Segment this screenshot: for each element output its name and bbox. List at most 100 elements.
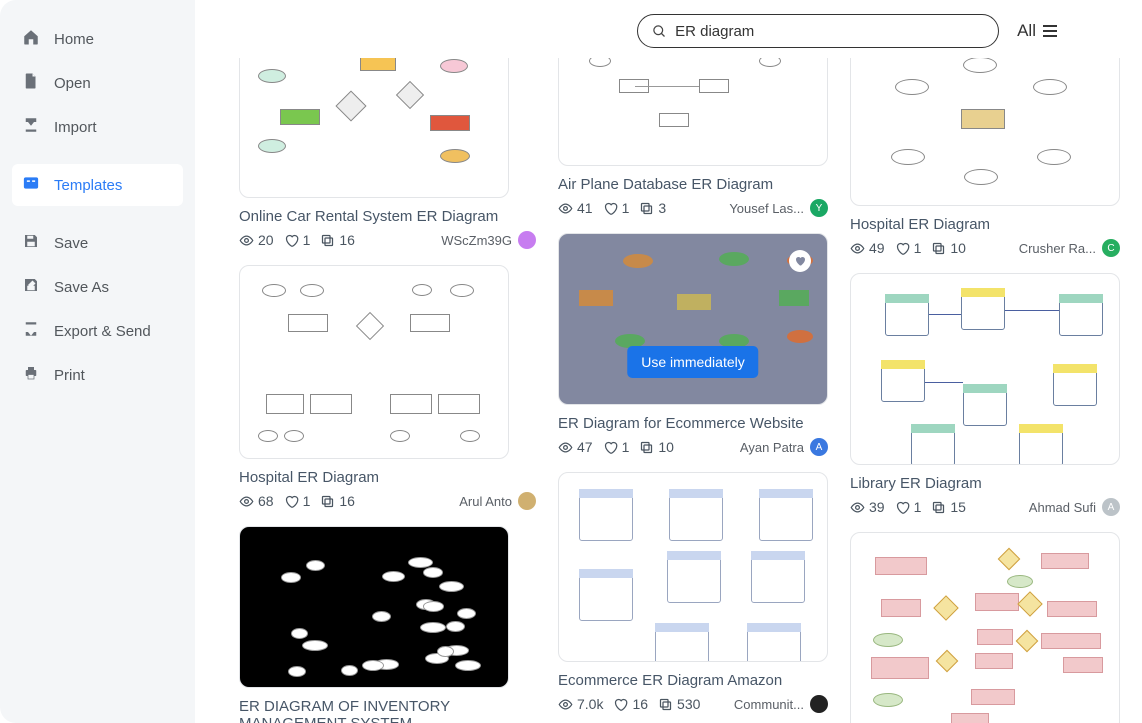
template-card: Air Plane Database ER Diagram 41 1 3 You… bbox=[558, 58, 828, 217]
file-icon bbox=[22, 72, 40, 94]
author: Ayan PatraA bbox=[740, 438, 828, 456]
avatar: C bbox=[1102, 239, 1120, 257]
likes-stat: 1 bbox=[603, 439, 630, 455]
views-icon bbox=[558, 201, 573, 216]
template-thumbnail[interactable]: Use immediately bbox=[558, 233, 828, 405]
avatar bbox=[810, 695, 828, 713]
copies-icon bbox=[320, 233, 335, 248]
sidebar-item-templates[interactable]: Templates bbox=[12, 164, 183, 206]
views-stat: 20 bbox=[239, 232, 274, 248]
views-icon bbox=[558, 697, 573, 712]
card-meta: 41 1 3 Yousef Las...Y bbox=[558, 199, 828, 217]
sidebar-item-label: Import bbox=[54, 119, 97, 136]
template-card: Ecommerce ER Diagram Amazon 7.0k 16 530 … bbox=[558, 472, 828, 713]
card-meta: 47 1 10 Ayan PatraA bbox=[558, 438, 828, 456]
sidebar-item-save-as[interactable]: Save As bbox=[12, 266, 183, 308]
sidebar-item-label: Save As bbox=[54, 279, 109, 296]
template-grid: Online Car Rental System ER Diagram 20 1… bbox=[239, 58, 1120, 723]
likes-icon bbox=[603, 440, 618, 455]
favorite-icon[interactable] bbox=[789, 250, 811, 272]
template-thumbnail[interactable] bbox=[558, 472, 828, 662]
views-icon bbox=[558, 440, 573, 455]
sidebar-item-label: Home bbox=[54, 31, 94, 48]
sidebar-item-export[interactable]: Export & Send bbox=[12, 310, 183, 352]
copies-icon bbox=[639, 201, 654, 216]
card-title: Hospital ER Diagram bbox=[850, 216, 1120, 233]
menu-icon bbox=[1042, 24, 1058, 38]
views-icon bbox=[850, 500, 865, 515]
views-icon bbox=[850, 241, 865, 256]
author: WScZm39G bbox=[441, 231, 536, 249]
sidebar-item-label: Save bbox=[54, 235, 88, 252]
export-icon bbox=[22, 320, 40, 342]
template-thumbnail[interactable] bbox=[850, 58, 1120, 206]
template-card: Online Car Rental System ER Diagram 20 1… bbox=[239, 58, 536, 249]
use-immediately-button[interactable]: Use immediately bbox=[627, 346, 758, 378]
copies-icon bbox=[931, 500, 946, 515]
author: Communit... bbox=[734, 695, 828, 713]
author: Crusher Ra...C bbox=[1019, 239, 1120, 257]
copies-stat: 3 bbox=[639, 200, 666, 216]
avatar: Y bbox=[810, 199, 828, 217]
topbar: All bbox=[195, 0, 1142, 58]
template-card: ER DIAGRAM OF INVENTORY MANAGEMENT SYSTE… bbox=[239, 526, 536, 723]
views-stat: 39 bbox=[850, 499, 885, 515]
views-stat: 7.0k bbox=[558, 696, 603, 712]
sidebar-item-home[interactable]: Home bbox=[12, 18, 183, 60]
template-thumbnail[interactable] bbox=[239, 265, 509, 459]
template-card: Hospital ER Diagram 49 1 10 Crusher Ra..… bbox=[850, 58, 1120, 257]
sidebar-item-label: Templates bbox=[54, 177, 122, 194]
sidebar-item-open[interactable]: Open bbox=[12, 62, 183, 104]
template-card: Library ER Diagram 39 1 15 Ahmad SufiA bbox=[850, 273, 1120, 516]
likes-icon bbox=[895, 500, 910, 515]
card-meta: 49 1 10 Crusher Ra...C bbox=[850, 239, 1120, 257]
avatar: A bbox=[810, 438, 828, 456]
copies-stat: 10 bbox=[931, 240, 966, 256]
views-icon bbox=[239, 233, 254, 248]
template-thumbnail[interactable] bbox=[239, 526, 509, 688]
sidebar-item-label: Open bbox=[54, 75, 91, 92]
download-icon bbox=[22, 116, 40, 138]
likes-stat: 1 bbox=[603, 200, 630, 216]
search-box[interactable] bbox=[637, 14, 999, 48]
likes-stat: 16 bbox=[613, 696, 648, 712]
card-title: ER DIAGRAM OF INVENTORY MANAGEMENT SYSTE… bbox=[239, 698, 536, 723]
template-thumbnail[interactable] bbox=[558, 58, 828, 166]
sidebar-item-save[interactable]: Save bbox=[12, 222, 183, 264]
sidebar-item-label: Export & Send bbox=[54, 323, 151, 340]
likes-stat: 1 bbox=[895, 499, 922, 515]
search-icon bbox=[652, 24, 667, 39]
search-input[interactable] bbox=[675, 23, 984, 40]
main-panel: All Online Car Rental System ER Diagram … bbox=[195, 0, 1142, 723]
copies-icon bbox=[320, 494, 335, 509]
card-title: Air Plane Database ER Diagram bbox=[558, 176, 828, 193]
template-card: Hospital ER Diagram 68 1 16 Arul Anto bbox=[239, 265, 536, 510]
template-thumbnail[interactable] bbox=[850, 532, 1120, 723]
copies-icon bbox=[931, 241, 946, 256]
author: Yousef Las...Y bbox=[729, 199, 828, 217]
copies-icon bbox=[639, 440, 654, 455]
template-card: Use immediatelyER Diagram for Ecommerce … bbox=[558, 233, 828, 456]
template-thumbnail[interactable] bbox=[850, 273, 1120, 465]
sidebar-item-import[interactable]: Import bbox=[12, 106, 183, 148]
template-thumbnail[interactable] bbox=[239, 58, 509, 198]
avatar bbox=[518, 492, 536, 510]
card-title: Online Car Rental System ER Diagram bbox=[239, 208, 536, 225]
likes-icon bbox=[284, 494, 299, 509]
copies-stat: 16 bbox=[320, 493, 355, 509]
sidebar-item-print[interactable]: Print bbox=[12, 354, 183, 396]
views-icon bbox=[239, 494, 254, 509]
copies-stat: 530 bbox=[658, 696, 700, 712]
print-icon bbox=[22, 364, 40, 386]
author: Ahmad SufiA bbox=[1029, 498, 1120, 516]
card-title: Library ER Diagram bbox=[850, 475, 1120, 492]
template-card bbox=[850, 532, 1120, 723]
card-meta: 39 1 15 Ahmad SufiA bbox=[850, 498, 1120, 516]
card-meta: 7.0k 16 530 Communit... bbox=[558, 695, 828, 713]
likes-stat: 1 bbox=[284, 232, 311, 248]
home-icon bbox=[22, 28, 40, 50]
card-meta: 68 1 16 Arul Anto bbox=[239, 492, 536, 510]
copies-icon bbox=[658, 697, 673, 712]
filter-all[interactable]: All bbox=[1017, 21, 1058, 41]
copies-stat: 15 bbox=[931, 499, 966, 515]
